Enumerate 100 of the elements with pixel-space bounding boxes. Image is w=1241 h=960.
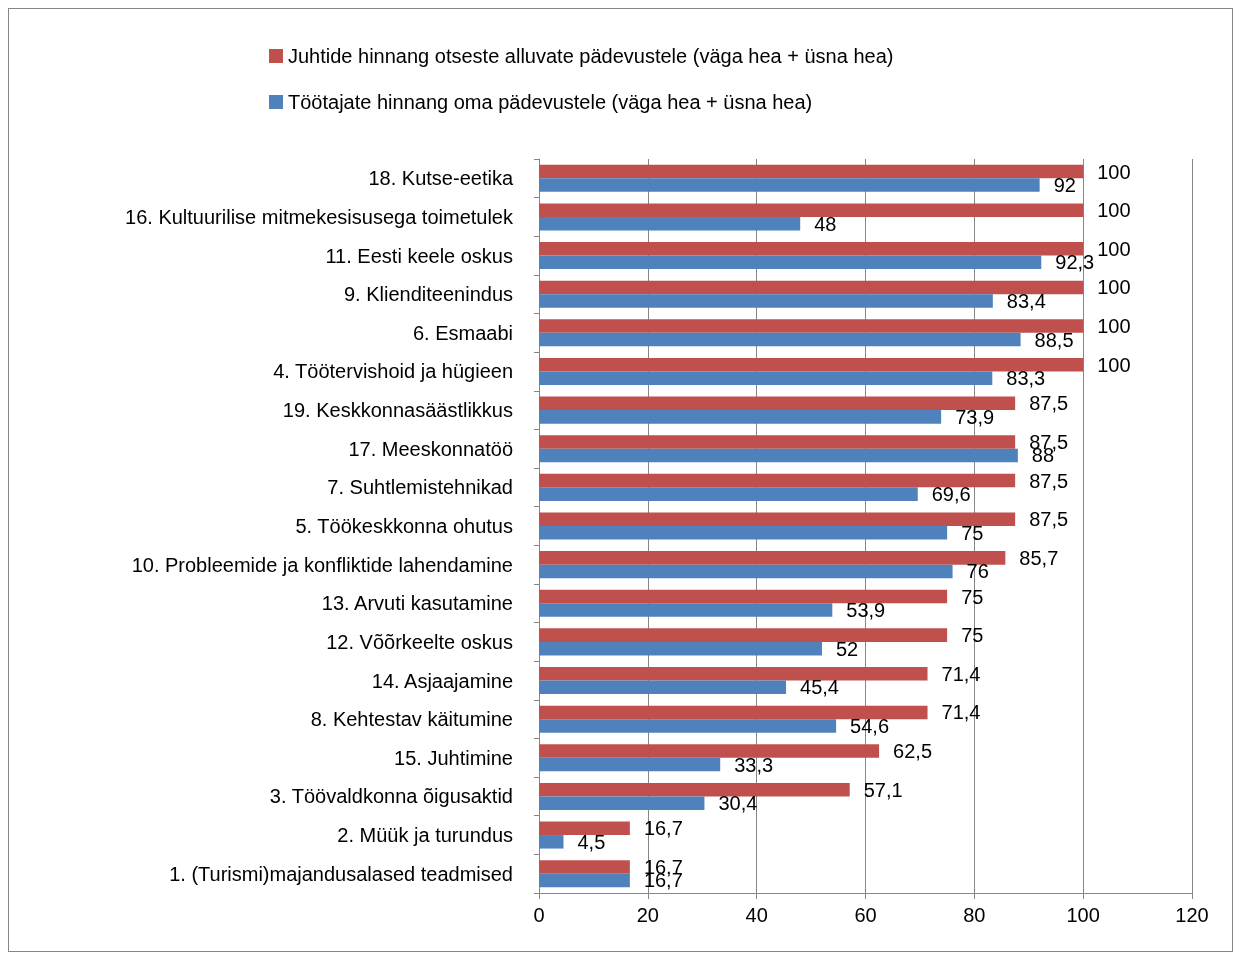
data-label: 75 <box>961 585 984 608</box>
data-label: 71,4 <box>941 701 981 724</box>
y-tick-label: 15. Juhtimine <box>394 746 513 769</box>
legend-label: Töötajate hinnang oma pädevustele (väga hea + üsna hea) <box>288 91 813 113</box>
bar <box>539 757 721 772</box>
bar <box>539 796 705 810</box>
data-label: 52 <box>835 637 859 660</box>
y-tick-label: 14. Asjaajamine <box>371 669 513 692</box>
y-tick-label: 19. Keskkonnasäästlikkus <box>282 399 513 422</box>
bar <box>539 603 833 617</box>
data-label: 62,5 <box>893 740 933 763</box>
y-tick-label: 6. Esmaabi <box>412 321 513 344</box>
bar <box>539 667 928 681</box>
bar <box>539 628 948 642</box>
y-tick-label: 18. Kutse-eetika <box>368 167 514 190</box>
bar <box>539 203 1084 217</box>
legend-label: Juhtide hinnang otseste alluvate pädevustele (väga hea + üsna hea) <box>288 45 894 67</box>
data-label: 53,9 <box>846 599 886 622</box>
data-label: 100 <box>1097 276 1131 299</box>
data-label: 87,5 <box>1029 508 1069 531</box>
bar <box>539 319 1084 333</box>
bar <box>539 551 1006 565</box>
bar <box>539 435 1016 449</box>
data-label: 100 <box>1097 199 1131 222</box>
bar <box>539 680 787 695</box>
bar <box>539 396 1016 411</box>
bar <box>539 782 850 797</box>
y-tick-label: 11. Eesti keele oskus <box>325 244 513 267</box>
bar <box>539 526 948 540</box>
bar <box>539 332 1021 347</box>
bar <box>539 641 822 656</box>
data-label: 83,3 <box>1006 367 1046 390</box>
bar <box>539 280 1084 295</box>
x-tick-label: 100 <box>1066 904 1100 926</box>
y-tick-label: 17. Meeskonnatöö <box>348 437 513 460</box>
bar <box>539 821 630 836</box>
y-tick-label: 12. Võõrkeelte oskus <box>326 630 513 653</box>
data-label: 87,5 <box>1029 392 1069 415</box>
data-label: 4,5 <box>577 830 606 853</box>
data-label: 45,4 <box>800 676 839 699</box>
bar <box>539 705 928 720</box>
bar <box>539 744 880 758</box>
bar <box>539 719 837 733</box>
y-tick-label: 3. Töövaldkonna õigusaktid <box>269 785 513 808</box>
data-label: 57,1 <box>863 778 903 801</box>
data-label: 73,9 <box>955 405 995 428</box>
bar <box>539 860 630 874</box>
bar <box>539 835 564 849</box>
bar <box>539 178 1040 192</box>
bar <box>539 487 918 501</box>
y-tick-label: 13. Arvuti kasutamine <box>321 592 513 615</box>
data-label: 92 <box>1053 174 1076 197</box>
data-label: 48 <box>814 212 837 235</box>
data-label: 92,3 <box>1055 251 1095 274</box>
bar <box>539 564 953 579</box>
bar <box>539 357 1084 372</box>
bar <box>539 512 1016 526</box>
data-label: 75 <box>961 624 984 647</box>
x-tick-label: 20 <box>636 904 659 926</box>
data-label: 76 <box>966 560 989 583</box>
data-label: 16,7 <box>643 817 683 840</box>
data-label: 100 <box>1097 237 1131 260</box>
data-label: 87,5 <box>1029 469 1069 492</box>
bar <box>539 873 630 888</box>
y-tick-label: 9. Klienditeenindus <box>343 283 513 306</box>
data-label: 69,6 <box>931 483 971 506</box>
bar <box>539 473 1016 488</box>
data-label: 100 <box>1097 315 1131 338</box>
x-tick-label: 120 <box>1175 904 1209 926</box>
bar <box>539 255 1042 270</box>
bar <box>539 448 1018 463</box>
data-label: 30,4 <box>718 792 758 815</box>
data-label: 54,6 <box>850 714 890 737</box>
data-label: 83,4 <box>1006 289 1046 312</box>
data-label: 88,5 <box>1034 328 1074 351</box>
y-tick-label: 4. Töötervishoid ja hügieen <box>273 360 513 383</box>
data-label: 33,3 <box>734 753 774 776</box>
y-tick-label: 16. Kultuurilise mitmekesisusega toimetulek <box>125 205 514 228</box>
x-tick-label: 80 <box>963 904 986 926</box>
data-label: 71,4 <box>941 662 981 685</box>
y-tick-label: 7. Suhtlemistehnikad <box>327 476 513 499</box>
bar <box>539 242 1084 256</box>
x-tick-label: 40 <box>745 904 768 926</box>
data-label: 100 <box>1097 160 1131 183</box>
data-label: 100 <box>1097 353 1131 376</box>
y-tick-label: 2. Müük ja turundus <box>337 824 513 847</box>
bar <box>539 371 993 385</box>
y-tick-label: 10. Probleemide ja konfliktide lahendamine <box>131 553 513 576</box>
y-tick-label: 5. Töökeskkonna ohutus <box>295 515 513 537</box>
bar <box>539 216 801 231</box>
bar <box>539 164 1084 179</box>
data-label: 75 <box>961 521 984 544</box>
y-tick-label: 1. (Turismi)majandusalased teadmised <box>169 862 513 885</box>
data-label: 85,7 <box>1019 546 1059 569</box>
x-tick-label: 0 <box>533 904 545 926</box>
bar <box>539 294 993 308</box>
bar <box>539 589 948 604</box>
y-tick-label: 8. Kehtestav käitumine <box>310 708 513 731</box>
bar <box>539 410 942 424</box>
x-tick-label: 60 <box>854 904 877 926</box>
